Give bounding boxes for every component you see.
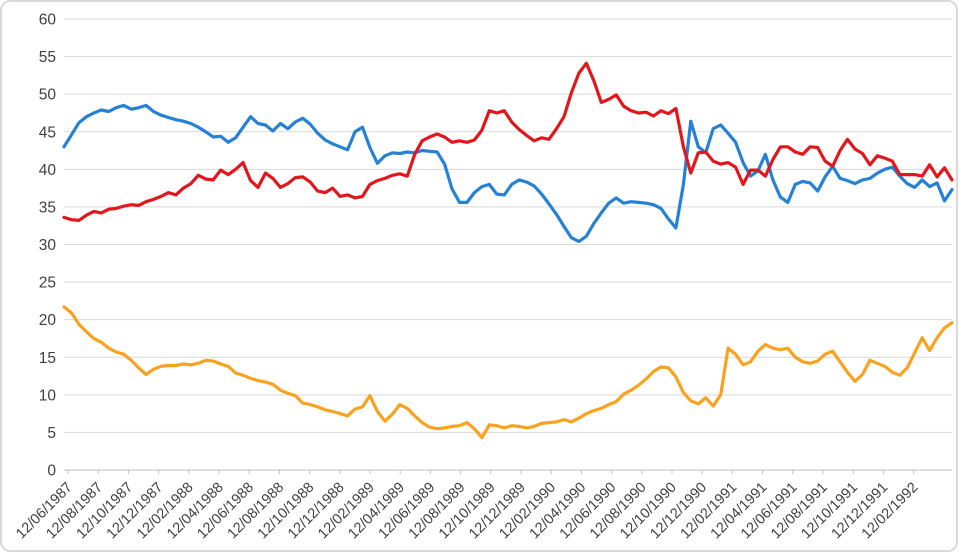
y-tick-label: 15 bbox=[39, 350, 56, 367]
y-tick-label: 60 bbox=[39, 12, 57, 29]
y-tick-label: 30 bbox=[39, 237, 57, 254]
y-tick-label: 50 bbox=[39, 87, 57, 104]
y-tick-label: 5 bbox=[47, 425, 56, 442]
series-blue bbox=[62, 103, 954, 244]
series-red bbox=[62, 61, 954, 222]
y-tick-label: 25 bbox=[39, 275, 56, 292]
y-tick-label: 40 bbox=[39, 162, 57, 179]
y-tick-label: 10 bbox=[39, 387, 57, 404]
y-tick-label: 45 bbox=[39, 124, 56, 141]
y-axis-labels: 0 5 10 15 20 25 30 35 40 45 50 55 60 bbox=[39, 12, 57, 480]
y-tick-label: 35 bbox=[39, 199, 56, 216]
series-lines bbox=[62, 61, 954, 440]
series-orange bbox=[62, 305, 954, 440]
y-tick-label: 55 bbox=[39, 49, 56, 66]
y-tick-label: 0 bbox=[47, 463, 56, 480]
y-tick-label: 20 bbox=[39, 312, 57, 329]
gridlines bbox=[64, 18, 952, 471]
x-axis bbox=[67, 470, 915, 474]
x-axis-labels: 12/06/198712/08/198712/10/198712/12/1987… bbox=[13, 480, 921, 543]
